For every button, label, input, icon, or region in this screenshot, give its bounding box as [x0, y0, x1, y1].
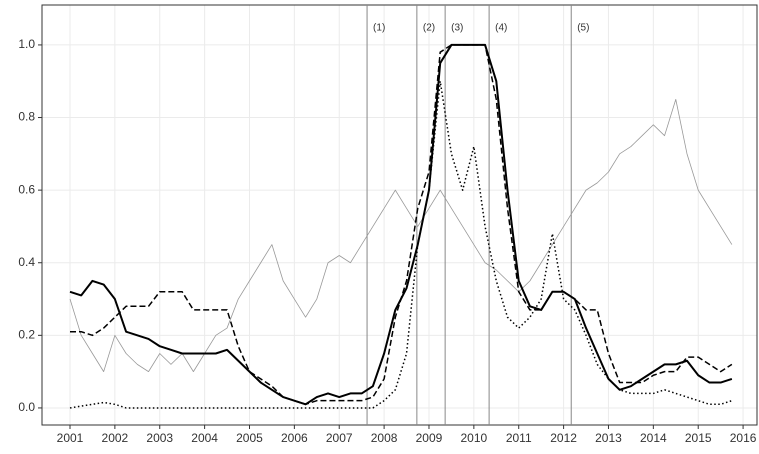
series-line	[70, 44, 733, 406]
x-tick-label: 2014	[640, 431, 667, 445]
event-label: (5)	[577, 23, 589, 34]
series-line	[69, 98, 733, 373]
x-tick-label: 2012	[550, 431, 577, 445]
x-tick-label: 2005	[236, 431, 263, 445]
event-label: (3)	[451, 23, 463, 34]
x-tick-label: 2003	[146, 431, 173, 445]
x-tick-label: 2010	[461, 431, 488, 445]
x-tick-label: 2006	[281, 431, 308, 445]
y-tick-label: 0.0	[18, 400, 35, 414]
panel-border	[41, 4, 758, 426]
y-tick-label: 0.6	[18, 182, 35, 196]
x-tick-label: 2016	[730, 431, 757, 445]
x-tick-label: 2009	[416, 431, 443, 445]
series-line	[69, 80, 733, 409]
x-tick-label: 2001	[57, 431, 84, 445]
y-tick-label: 0.8	[18, 110, 35, 124]
x-tick-label: 2013	[595, 431, 622, 445]
y-tick-label: 0.2	[18, 328, 35, 342]
x-tick-label: 2011	[506, 431, 532, 445]
x-tick-label: 2015	[685, 431, 712, 445]
x-tick-label: 2007	[326, 431, 353, 445]
event-label: (4)	[495, 23, 507, 34]
event-label: (2)	[423, 23, 435, 34]
x-tick-label: 2004	[191, 431, 218, 445]
series-line	[69, 43, 733, 406]
x-tick-label: 2002	[102, 431, 129, 445]
x-tick-label: 2008	[371, 431, 398, 445]
y-tick-label: 0.4	[18, 255, 35, 269]
y-tick-label: 1.0	[18, 37, 35, 51]
event-label: (1)	[373, 23, 385, 34]
